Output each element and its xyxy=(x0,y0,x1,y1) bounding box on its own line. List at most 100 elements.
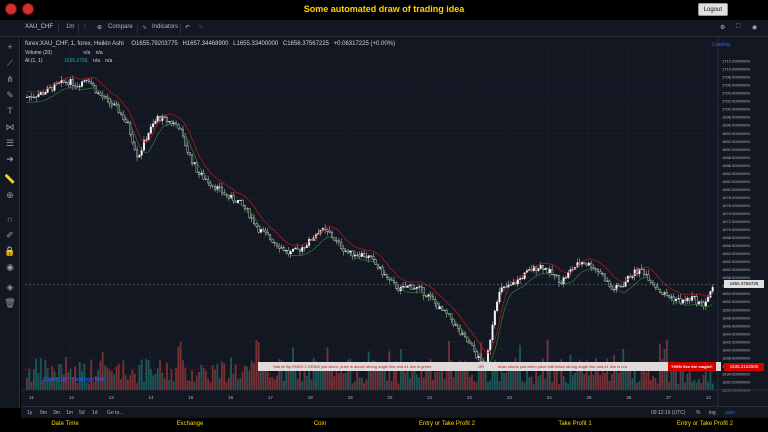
volume-bar xyxy=(711,383,714,390)
settings-icon[interactable]: ⚙ xyxy=(720,25,726,31)
log-toggle[interactable]: log xyxy=(709,410,716,416)
candle-body xyxy=(147,133,150,140)
range-1y[interactable]: 1y xyxy=(27,410,33,416)
volume-bar xyxy=(441,362,443,390)
pitchfork-icon[interactable]: ⋔ xyxy=(6,74,14,84)
candle-body xyxy=(397,288,400,291)
indicators-icon[interactable]: ∿ xyxy=(142,25,148,31)
arrow-icon[interactable]: ➜ xyxy=(6,154,14,164)
compare-icon[interactable]: ⊕ xyxy=(97,25,103,31)
volume-bar xyxy=(149,368,152,390)
volume-bar xyxy=(363,383,366,390)
series-name[interactable]: forex:XAU_CHF, 1, forex, Heikin Ashi xyxy=(25,41,124,47)
candle-body xyxy=(429,294,432,297)
candle-body xyxy=(257,225,260,233)
volume-bar xyxy=(438,371,441,390)
volume-bar xyxy=(489,380,492,390)
y-tick-label: 1690.00000000 xyxy=(722,147,751,152)
range-6m[interactable]: 6m xyxy=(40,410,47,416)
layers-icon[interactable]: ◈ xyxy=(6,282,14,292)
compare-button[interactable]: Compare xyxy=(108,24,133,30)
auto-toggle[interactable]: auto xyxy=(725,410,735,416)
pattern-icon[interactable]: ⋈ xyxy=(5,122,15,132)
brush-icon[interactable]: ✎ xyxy=(6,90,14,100)
volume-bar xyxy=(207,378,210,390)
volume-bar xyxy=(548,365,551,390)
y-tick-label: 1644.00000000 xyxy=(722,331,751,336)
percent-toggle[interactable]: % xyxy=(696,410,701,416)
volume-bar xyxy=(331,361,333,390)
candle-body xyxy=(74,85,77,87)
bar-style-icon[interactable]: ⫶ xyxy=(84,24,86,30)
volume-bar xyxy=(140,359,143,390)
candle-body xyxy=(613,289,616,291)
range-1m[interactable]: 1m xyxy=(66,410,73,416)
volume-bar xyxy=(528,377,531,390)
trend-line-icon[interactable]: ⟋ xyxy=(6,58,14,68)
undo-icon[interactable]: ↶ xyxy=(185,25,191,31)
magnet-icon[interactable]: ∩ xyxy=(6,214,14,224)
volume-bar xyxy=(269,377,271,390)
x-tick-label: 19 xyxy=(348,395,354,400)
x-tick-label: 15 xyxy=(188,395,194,400)
redo-icon[interactable]: ↷ xyxy=(198,25,204,31)
volume-bar xyxy=(351,383,354,390)
crosshair-icon[interactable]: + xyxy=(7,42,13,52)
volume-bar xyxy=(28,368,31,390)
support-line xyxy=(26,86,713,364)
candle-body xyxy=(232,195,235,202)
tradingview-watermark[interactable]: Chart by TradingView xyxy=(43,377,105,383)
volume-bar xyxy=(498,381,501,390)
trash-icon[interactable]: 🗑 xyxy=(4,298,16,308)
logout-button[interactable]: Logout xyxy=(697,3,728,16)
volume-bar xyxy=(55,377,58,390)
indicators-button[interactable]: Indicators xyxy=(152,24,179,30)
goto-button[interactable]: Go to... xyxy=(107,410,124,416)
candle-body xyxy=(546,268,549,273)
volume-bar xyxy=(668,382,671,390)
candle-body xyxy=(248,208,251,218)
screenshot-icon[interactable]: ◉ xyxy=(752,25,758,31)
stay-drawing-icon[interactable]: ✐ xyxy=(6,230,14,240)
eye-icon[interactable]: ◉ xyxy=(6,262,14,272)
range-3m[interactable]: 3m xyxy=(53,410,60,416)
volume-bar xyxy=(473,381,476,390)
candle-body xyxy=(69,79,72,85)
volume-bar xyxy=(156,368,159,390)
volume-bar xyxy=(645,372,648,390)
volume-bar xyxy=(51,366,54,390)
volume-bar xyxy=(237,379,239,390)
symbol-search[interactable]: XAU_CHF xyxy=(25,24,54,30)
prediction-icon[interactable]: ☰ xyxy=(5,138,15,148)
x-tick-label: 12 xyxy=(69,395,75,400)
candle-body xyxy=(551,269,554,275)
candle-body xyxy=(601,273,604,275)
volume-bar xyxy=(468,376,471,390)
text-icon[interactable]: T xyxy=(7,106,13,116)
volume-bar xyxy=(374,361,377,390)
candle-body xyxy=(136,149,139,158)
chart-pane[interactable]: 1712.00000000 1710.00000000 1708.00000000 1… xyxy=(21,37,768,408)
lock-icon[interactable]: 🔒 xyxy=(4,246,16,256)
interval-button[interactable]: 1m xyxy=(66,24,75,30)
ruler-icon[interactable]: 📏 xyxy=(4,174,16,184)
zoom-icon[interactable]: ⊕ xyxy=(6,190,14,200)
range-5d[interactable]: 5d xyxy=(79,410,85,416)
volume-bar xyxy=(592,374,595,390)
volume-bar xyxy=(113,374,116,390)
candle-body xyxy=(76,86,79,88)
footer-coin: Coin xyxy=(313,421,327,427)
utc-time[interactable]: 09:12:19 (UTC) xyxy=(651,410,686,416)
candle-body xyxy=(285,249,288,252)
volume-bar xyxy=(613,355,615,390)
volume-bar xyxy=(337,373,340,390)
volume-bar xyxy=(681,363,684,390)
range-1d[interactable]: 1d xyxy=(92,410,98,416)
volume-bar xyxy=(335,366,338,390)
volume-bar xyxy=(503,373,505,390)
fullscreen-icon[interactable]: ⛶ xyxy=(736,24,741,30)
volume-bar xyxy=(195,375,198,390)
volume-bar xyxy=(544,378,547,390)
candle-body xyxy=(493,310,496,326)
volume-bar xyxy=(177,346,180,390)
